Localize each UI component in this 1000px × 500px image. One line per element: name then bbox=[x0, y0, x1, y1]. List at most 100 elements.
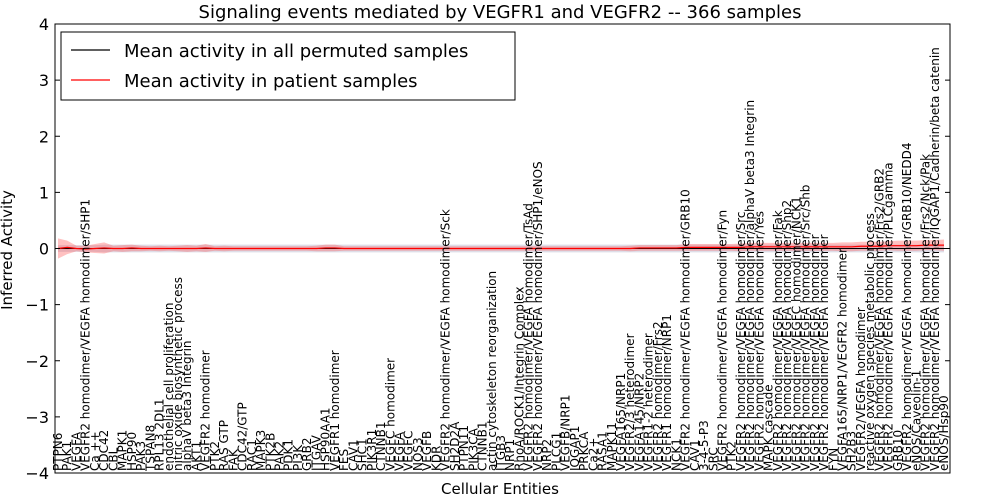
x-tick-label: PTK2 bbox=[208, 441, 222, 471]
x-tick-label: 3-4-5-P3 bbox=[697, 420, 711, 471]
x-tick-label: FES bbox=[337, 449, 351, 471]
x-tick-label: VEGFA165/NRP1/VEGFR2 homodimer bbox=[835, 248, 849, 471]
x-tick-label: PAK3 bbox=[134, 441, 148, 471]
x-tick-label: VEGFR2 homodimer/VEGFA homodimer bbox=[808, 234, 822, 471]
x-tick-label: RASA1 bbox=[596, 431, 610, 471]
x-tick-label: VEGFR2 homodimer/VEGFA homodimer/Frs2/Nc… bbox=[919, 154, 933, 471]
x-tick-label: VEGFR2 homodimer/VEGFA homodimer/GRB10 bbox=[679, 189, 693, 471]
x-tick-label: eNOS/Caveolin-1 bbox=[909, 370, 923, 471]
x-tick-label: alphaV beta3 Integrin bbox=[180, 340, 194, 471]
x-tick-label: VEGFR1 homodimer/NRP1 bbox=[660, 314, 674, 471]
x-tick-label: VEGFR2 homodimer/VEGFA homodimer/Yes bbox=[752, 211, 766, 471]
x-tick-label: MAPK3 bbox=[254, 430, 268, 471]
y-axis-label: Inferred Activity bbox=[0, 190, 16, 310]
x-axis-label: Cellular Entities bbox=[441, 480, 559, 498]
x-tick-label: VEGFR2 homodimer bbox=[199, 350, 213, 471]
x-tick-label: MAPK cascade bbox=[762, 384, 776, 471]
x-tick-label: PTK2 bbox=[725, 441, 739, 471]
y-tick-label: 1 bbox=[39, 183, 49, 202]
patient-mean-line bbox=[57, 244, 944, 250]
x-tick-label: Ca ++ bbox=[88, 431, 102, 471]
y-tick-label: 2 bbox=[39, 127, 49, 146]
x-tick-label: PLCG1 bbox=[549, 432, 563, 471]
x-tick-label: VEGFR2 homodimer/VEGFA homodimer/Shp2 bbox=[780, 200, 794, 471]
legend-box bbox=[60, 31, 516, 101]
x-tick-label: HSP90AA1 bbox=[319, 407, 333, 471]
x-tick-label: FAK bbox=[226, 448, 240, 471]
x-tick-label: VEGFR2 homodimer/VEGFA homodimer/TsAd bbox=[522, 203, 536, 471]
x-tick-label: VEGFR2 homodimer/VEGFA homodimer/Src bbox=[734, 211, 748, 471]
legend-label-patient: Mean activity in patient samples bbox=[124, 71, 418, 92]
x-tick-label: Ca2+ bbox=[586, 438, 600, 471]
x-tick-label: VEGFR2 homodimer/VEGFC homodimer/NCK1 bbox=[789, 196, 803, 471]
y-tick-label: −3 bbox=[25, 408, 49, 427]
x-tick-label: MAPK11 bbox=[605, 422, 619, 471]
x-tick-label: VEGFR2/3 heterodimer bbox=[623, 333, 637, 471]
x-tick-label: VEGFR1-2 heterodimer bbox=[642, 333, 656, 471]
x-tick-label: PTPN11 bbox=[457, 425, 471, 471]
x-tick-label: VEGFA bbox=[392, 431, 406, 471]
x-tick-label: VEGFR1 homodimer bbox=[328, 350, 342, 471]
x-tick-label: VEGFB/NRP1 bbox=[559, 395, 573, 471]
x-tick-label: CTNNB1 bbox=[374, 421, 388, 471]
x-tick-label: NRP2 bbox=[540, 439, 554, 471]
x-tick-label: PAK1 bbox=[60, 441, 74, 471]
x-tick-label: SH2D2A bbox=[448, 421, 462, 471]
x-tick-label: VEGFR2 homodimer/VEGFA homodimer/Fyn bbox=[716, 210, 730, 471]
x-tick-label: VEGFB bbox=[420, 431, 434, 471]
x-tick-label: GRB10 bbox=[891, 430, 905, 471]
x-tick-label: PDK1 bbox=[282, 439, 296, 471]
x-tick-label: PI3K bbox=[291, 444, 305, 471]
x-tick-label: VEGFC bbox=[402, 431, 416, 471]
x-tick-label: VEGFR2 homodimer/VEGFA homodimer/alphaV … bbox=[743, 100, 757, 471]
x-tick-label: VEGFR2 homodimer/VEGFA homodimer/Src/Shb bbox=[799, 185, 813, 471]
x-tick-label: CAV1 bbox=[688, 439, 702, 471]
x-tick-label: NOS3 bbox=[411, 437, 425, 471]
x-tick-label: PIK3R1 bbox=[365, 429, 379, 471]
y-tick-label: −2 bbox=[25, 352, 49, 371]
x-tick-label: ITGAV bbox=[309, 434, 323, 471]
x-tick-label: NRP1 bbox=[503, 439, 517, 471]
x-tick-label: KDR bbox=[429, 446, 443, 471]
y-tick-label: 4 bbox=[39, 15, 49, 34]
x-tick-label: SRC bbox=[706, 447, 720, 471]
x-tick-label: nitric oxide biosynthetic process bbox=[171, 277, 185, 471]
x-tick-label: RAC1 bbox=[245, 439, 259, 471]
x-tick-label: VEGFR2/VEGFA homodimer bbox=[854, 307, 868, 471]
x-tick-label: VEGFR2 homodimer/VEGFA homodimer/IQGAP1/… bbox=[928, 47, 942, 471]
x-tick-label: CBL bbox=[106, 447, 120, 471]
x-tick-label: VEGFA165/NRP1 bbox=[614, 373, 628, 471]
legend-label-permuted: Mean activity in all permuted samples bbox=[124, 41, 468, 62]
x-tick-label: ITGB3 bbox=[494, 435, 508, 471]
y-tick-label: 0 bbox=[39, 240, 49, 259]
x-tick-label: reactive oxygen species metabolic proces… bbox=[863, 213, 877, 471]
x-tick-label: CDC42/GTP bbox=[236, 402, 250, 471]
x-tick-label: CTNNB1 bbox=[476, 421, 490, 471]
x-tick-label: FYN bbox=[826, 448, 840, 471]
y-tick-label: 3 bbox=[39, 71, 49, 90]
x-tick-label: IQGAP1 bbox=[568, 426, 582, 471]
y-tick-label: −4 bbox=[25, 464, 49, 483]
x-tick-label: VEGFA145/NRP2 bbox=[632, 373, 646, 471]
x-tick-label: PRKCA bbox=[577, 431, 591, 471]
x-tick-label: RPL13 2DL1 bbox=[153, 398, 167, 471]
x-tick-label: VEGFR2 homodimer/VEGFA homodimer/Frs2/GR… bbox=[872, 168, 886, 471]
x-tick-label: VEGFR2 homodimer/VEGFA homodimer/SHP1 bbox=[79, 199, 93, 471]
x-tick-label: CDC42 bbox=[97, 430, 111, 471]
x-tick-label: PAK2 bbox=[273, 441, 287, 471]
x-tick-label: NCK1 bbox=[669, 438, 683, 471]
x-tick-label: VEGFR2 homodimer/VEGFA homodimer/Fak bbox=[771, 210, 785, 471]
x-tick-label: CAV1 bbox=[346, 439, 360, 471]
chart-title: Signaling events mediated by VEGFR1 and … bbox=[199, 2, 802, 23]
x-tick-label: SHC1 bbox=[356, 438, 370, 471]
x-tick-label: VEGFR2 homodimer/VEGFA homodimer/GRB10/N… bbox=[900, 142, 914, 471]
x-tick-label: HSP90 bbox=[125, 432, 139, 471]
x-tick-label: endothelial cell proliferation bbox=[162, 303, 176, 471]
x-tick-label: VEGFR2 homodimer/VEGFA homodimer/PLCgamm… bbox=[882, 162, 896, 471]
x-tick-label: RAS GTP bbox=[217, 420, 231, 471]
x-tick-label: VEGFR2 homodimer/Frs2 bbox=[651, 321, 665, 471]
x-tick-label: VEGFR2 homodimer/VEGFA homodimer/Sck bbox=[439, 209, 453, 471]
x-tick-label: eNOS/Hsp90 bbox=[937, 395, 951, 471]
x-tick-label: VEGFR2 homodimer/VEGFA homodimer bbox=[817, 234, 831, 471]
